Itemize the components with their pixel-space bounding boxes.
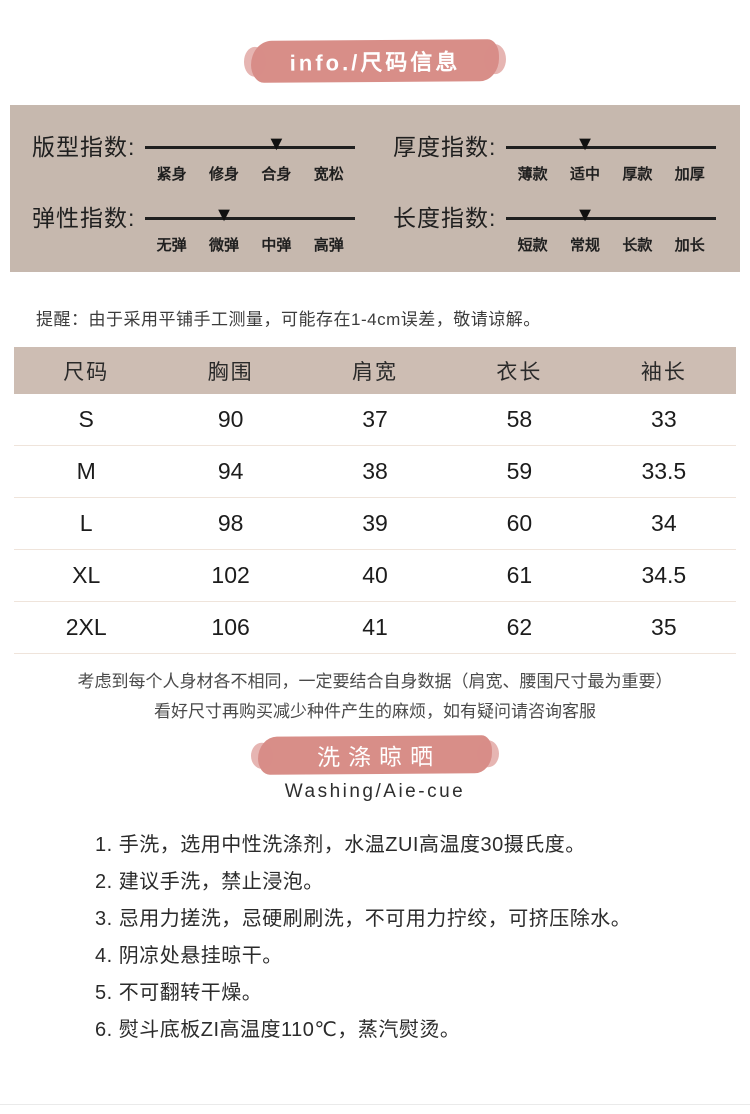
advice-line-1: 考虑到每个人身材各不相同，一定要结合自身数据（肩宽、腰围尺寸最为重要）	[77, 672, 673, 691]
scale-line: ▼	[506, 134, 716, 154]
col-header-sleeve: 袖长	[640, 360, 687, 384]
washing-step: 1. 手洗，选用中性洗涤剂，水温ZUI高温度30摄氏度。	[95, 834, 586, 856]
index-label: 厚度指数:	[393, 134, 497, 160]
scale-options: 紧身 修身 合身 宽松	[145, 163, 355, 184]
index-label: 长度指数:	[393, 205, 497, 231]
cell-shoulder: 41	[362, 614, 388, 640]
index-label: 弹性指数:	[32, 205, 136, 231]
cell-shoulder: 37	[362, 406, 388, 432]
size-advice-notes: 考虑到每个人身材各不相同，一定要结合自身数据（肩宽、腰围尺寸最为重要） 看好尺寸…	[0, 667, 750, 727]
size-table: 尺码 胸围 肩宽 衣长 袖长 S 90 37 58 33 M 94 38 59 …	[14, 347, 736, 654]
cell-bust: 90	[217, 406, 244, 432]
index-scale: ▼ 短款 常规 长款 加长	[506, 204, 716, 255]
cell-size: XL	[72, 562, 101, 588]
table-row-s: S 90 37 58 33	[14, 394, 736, 446]
scale-option: 高弹	[313, 237, 344, 254]
index-item-fit: 版型指数: ▼ 紧身 修身 合身 宽松	[32, 133, 355, 184]
col-header-bust: 胸围	[207, 360, 254, 384]
scale-line: ▼	[506, 205, 716, 225]
scale-option: 加厚	[674, 166, 705, 183]
size-info-page: info./尺码信息 版型指数: ▼ 紧身 修身 合身 宽松 厚度指数:	[0, 39, 750, 1105]
scale-option: 长款	[622, 237, 653, 254]
col-header-size: 尺码	[63, 360, 110, 384]
scale-option: 中弹	[261, 237, 292, 254]
index-scale: ▼ 无弹 微弹 中弹 高弹	[145, 204, 355, 255]
scale-arrow-icon: ▼	[214, 204, 234, 226]
washing-step: 2. 建议手洗，禁止浸泡。	[95, 871, 324, 893]
advice-line-2: 看好尺寸再购买减少种件产生的麻烦，如有疑问请咨询客服	[154, 702, 596, 721]
index-scale: ▼ 薄款 适中 厚款 加厚	[506, 133, 716, 184]
index-item-thickness: 厚度指数: ▼ 薄款 适中 厚款 加厚	[393, 133, 716, 184]
info-badge-label: info./尺码信息	[289, 49, 461, 76]
size-table-header: 尺码 胸围 肩宽 衣长 袖长	[14, 347, 736, 394]
scale-options: 短款 常规 长款 加长	[506, 234, 716, 255]
cell-shoulder: 39	[362, 510, 388, 536]
cell-bust: 94	[217, 458, 244, 484]
index-panel: 版型指数: ▼ 紧身 修身 合身 宽松 厚度指数: ▼ 薄	[10, 105, 740, 272]
washing-subtitle: Washing/Aie-cue	[284, 781, 466, 802]
washing-step: 5. 不可翻转干燥。	[95, 982, 263, 1004]
scale-option: 宽松	[313, 166, 344, 183]
scale-option: 合身	[261, 166, 292, 183]
scale-line: ▼	[145, 134, 355, 154]
cell-sleeve: 33.5	[641, 458, 687, 484]
scale-option: 薄款	[517, 166, 548, 183]
scale-arrow-icon: ▼	[575, 133, 595, 155]
measurement-note: 提醒：由于采用平铺手工测量，可能存在1-4cm误差，敬请谅解。	[36, 310, 541, 329]
scale-options: 薄款 适中 厚款 加厚	[506, 163, 716, 184]
scale-arrow-icon: ▼	[575, 204, 595, 226]
washing-badge: 洗涤晾晒	[257, 735, 493, 775]
scale-option: 厚款	[622, 166, 653, 183]
scale-option: 常规	[569, 237, 600, 254]
cell-bust: 102	[211, 562, 250, 588]
cell-length: 62	[506, 614, 533, 640]
scale-option: 适中	[569, 166, 600, 183]
info-badge: info./尺码信息	[250, 39, 500, 83]
scale-line: ▼	[145, 205, 355, 225]
cell-bust: 98	[217, 510, 244, 536]
cell-sleeve: 34.5	[641, 562, 687, 588]
cell-sleeve: 35	[651, 614, 677, 640]
scale-option: 加长	[674, 237, 705, 254]
washing-step: 3. 忌用力搓洗，忌硬刷刷洗，不可用力拧绞，可挤压除水。	[95, 908, 632, 930]
index-item-length: 长度指数: ▼ 短款 常规 长款 加长	[393, 204, 716, 255]
cell-length: 58	[506, 406, 533, 432]
table-row-xl: XL 102 40 61 34.5	[14, 550, 736, 602]
cell-sleeve: 33	[651, 406, 677, 432]
col-header-length: 衣长	[496, 360, 543, 384]
cell-length: 61	[506, 562, 533, 588]
washing-step: 6. 熨斗底板ZI高温度110℃，蒸汽熨烫。	[95, 1019, 461, 1041]
cell-bust: 106	[211, 614, 250, 640]
washing-badge-label: 洗涤晾晒	[316, 743, 442, 771]
cell-sleeve: 34	[651, 510, 677, 536]
index-label: 版型指数:	[32, 134, 136, 160]
bottom-divider	[0, 1104, 750, 1105]
scale-arrow-icon: ▼	[266, 133, 287, 155]
col-header-shoulder: 肩宽	[352, 360, 399, 384]
cell-size: M	[76, 458, 96, 484]
cell-shoulder: 38	[362, 458, 388, 484]
cell-size: L	[79, 510, 93, 536]
cell-length: 59	[506, 458, 533, 484]
scale-option: 短款	[517, 237, 548, 254]
scale-option: 紧身	[156, 166, 187, 183]
cell-length: 60	[506, 510, 533, 536]
index-scale: ▼ 紧身 修身 合身 宽松	[145, 133, 355, 184]
table-row-l: L 98 39 60 34	[14, 498, 736, 550]
scale-option: 修身	[208, 166, 239, 183]
cell-size: S	[78, 406, 94, 432]
scale-option: 无弹	[156, 237, 187, 254]
scale-option: 微弹	[208, 237, 239, 254]
table-row-2xl: 2XL 106 41 62 35	[14, 602, 736, 654]
index-item-elasticity: 弹性指数: ▼ 无弹 微弹 中弹 高弹	[32, 204, 355, 255]
washing-step: 4. 阴凉处悬挂晾干。	[95, 945, 283, 967]
scale-options: 无弹 微弹 中弹 高弹	[145, 234, 355, 255]
table-row-m: M 94 38 59 33.5	[14, 446, 736, 498]
washing-steps-list: 1. 手洗，选用中性洗涤剂，水温ZUI高温度30摄氏度。 2. 建议手洗，禁止浸…	[95, 827, 710, 1049]
cell-shoulder: 40	[362, 562, 388, 588]
cell-size: 2XL	[65, 614, 107, 640]
